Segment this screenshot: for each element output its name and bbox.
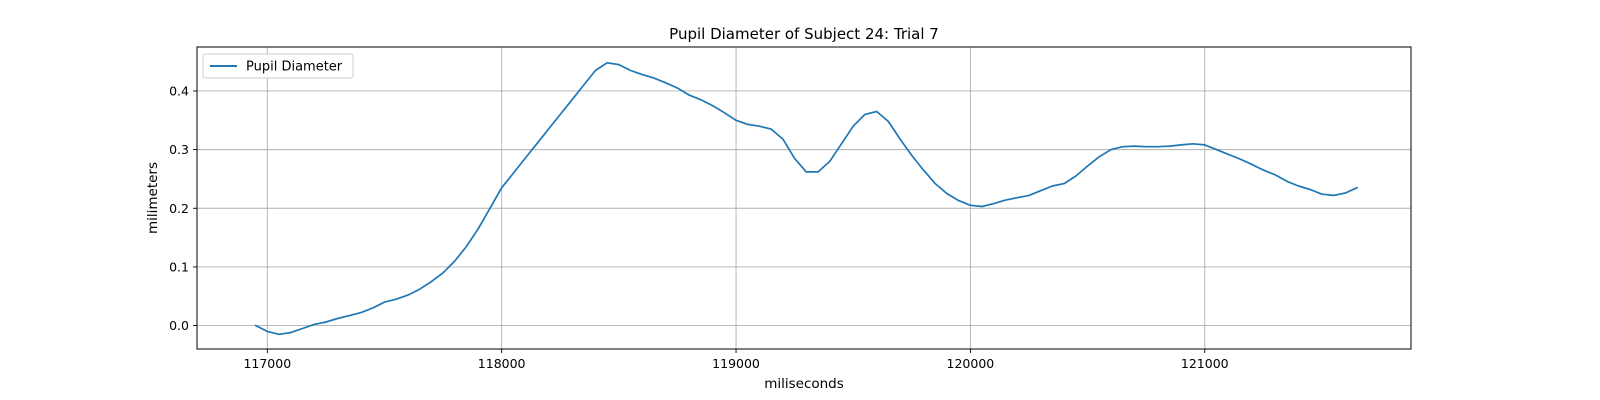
axis-ticks: 117000 118000 119000 120000 121000 0.0 0.1 0.2 0…	[169, 83, 1229, 371]
chart-title: Pupil Diameter of Subject 24: Trial 7	[669, 25, 939, 43]
y-tick-label: 0.3	[169, 142, 189, 157]
legend-box	[202, 53, 354, 79]
x-tick-label: 119000	[712, 356, 760, 371]
y-tick-label: 0.1	[169, 259, 189, 274]
x-tick-label: 118000	[478, 356, 526, 371]
series-layer	[254, 61, 1358, 336]
y-tick-label: 0.0	[169, 318, 189, 333]
y-tick-label: 0.4	[169, 83, 189, 98]
legend-label-pupil-diameter: Pupil Diameter	[246, 60, 343, 75]
x-tick-label: 117000	[243, 356, 291, 371]
x-axis-label: miliseconds	[764, 376, 844, 392]
grid-lines	[197, 47, 1411, 349]
y-tick-label: 0.2	[169, 201, 189, 216]
legend: Pupil Diameter	[202, 53, 354, 79]
plot-frame	[196, 46, 1412, 350]
x-tick-label: 120000	[947, 356, 995, 371]
x-tick-label: 121000	[1181, 356, 1229, 371]
y-axis-label: milimeters	[145, 162, 161, 234]
series-line-pupil-diameter	[254, 61, 1358, 336]
